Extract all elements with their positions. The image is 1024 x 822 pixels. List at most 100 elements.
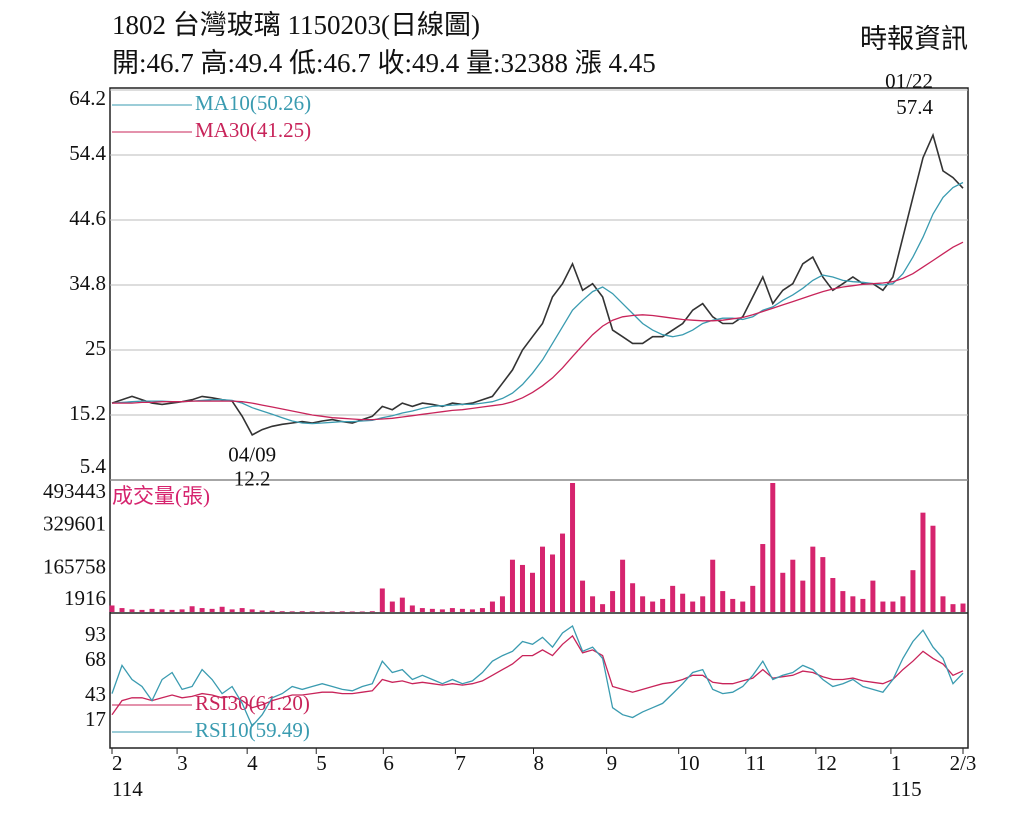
volume-bar [860,598,866,612]
annotation-value: 12.2 [234,467,271,491]
legend-label: RSI10(59.49) [195,718,310,742]
volume-bar [269,610,275,612]
y-tick-label: 493443 [43,479,106,503]
y-tick-label: 15.2 [69,401,106,425]
volume-bar [139,609,145,612]
y-tick-label: 44.6 [69,206,106,230]
y-tick-label: 93 [85,622,106,646]
x-tick-label: 4 [247,751,258,775]
volume-bar [299,611,305,612]
volume-bar [149,608,155,612]
volume-bar [519,564,525,612]
series-line [111,624,964,728]
volume-bar [550,554,556,612]
year-label: 114 [112,777,143,801]
series-line [112,241,964,421]
volume-bar [119,608,125,612]
volume-bar [389,601,395,612]
volume-bar [880,601,886,612]
volume-bar [429,608,435,612]
volume-bar [259,610,265,612]
volume-bar [449,608,455,612]
x-tick-label: 10 [679,751,700,775]
volume-bar [279,611,285,612]
summary: 開:46.7 高:49.4 低:46.7 收:49.4 量:32388 漲 4.… [112,48,656,78]
volume-bar [419,608,425,612]
y-tick-label: 5.4 [80,454,107,478]
y-tick-label: 17 [85,707,106,731]
volume-bar [790,559,796,612]
volume-bar [189,606,195,612]
volume-bar [469,609,475,612]
series-line [111,634,964,716]
volume-bar [830,578,836,612]
volume-bar [670,585,676,612]
volume-bar [109,605,115,612]
volume-bar [690,601,696,612]
volume-bar [209,608,215,612]
volume-bar [179,609,185,612]
volume-bar [850,596,856,612]
volume-bar [800,580,806,612]
volume-bar [680,593,686,612]
volume-bar [409,605,415,612]
volume-bar [570,483,576,612]
volume-bar [249,609,255,612]
y-tick-label: 68 [85,647,106,671]
volume-bar [780,572,786,612]
frame [109,87,969,749]
volume-bar [920,512,926,612]
volume-bar [309,611,315,612]
volume-bar [219,606,225,612]
legend-label: MA30(41.25) [195,118,311,142]
volume-bar [610,591,616,612]
volume-bar [900,596,906,612]
x-tick-label: 3 [177,751,188,775]
volume-bar [870,580,876,612]
x-tick-label: 7 [455,751,466,775]
volume-bar [590,596,596,612]
volume-bar [700,596,706,612]
x-tick-label: 8 [533,751,544,775]
volume-bar [930,525,936,612]
volume-bar [620,559,626,612]
annotation-date: 04/09 [228,443,276,467]
x-tick-label: 5 [316,751,327,775]
volume-bar [580,580,586,612]
volume-bar [960,603,966,612]
volume-bar [399,597,405,612]
volume-bar [169,609,175,612]
volume-bar [479,608,485,612]
chart-title: 1802 台灣玻璃 1150203(日線圖) [112,10,480,40]
legend-label: RSI30(61.20) [195,691,310,715]
x-tick-label: 11 [746,751,766,775]
volume-bar [890,601,896,612]
volume-bar [540,546,546,612]
volume-bar [820,557,826,612]
volume-bar [529,572,535,612]
volume-bar [910,570,916,612]
x-tick-label: 12 [816,751,837,775]
volume-bar [600,604,606,612]
volume-bar [840,591,846,612]
y-tick-label: 54.4 [69,141,106,165]
series-line [111,132,964,436]
volume-bar [660,598,666,612]
volume-bar [509,559,515,612]
y-tick-label: 329601 [43,512,106,536]
y-tick-label: 165758 [43,554,106,578]
x-tick-label: 9 [607,751,618,775]
volume-bar [439,609,445,612]
volume-bar [229,609,235,612]
volume-bar [319,611,325,612]
y-tick-label: 43 [85,682,106,706]
volume-bar [359,611,365,612]
legend-label: MA10(50.26) [195,91,311,115]
volume-bar [239,608,245,612]
annotation-date: 01/22 [885,69,933,93]
source: 時報資訊 [860,24,968,54]
volume-bar [650,601,656,612]
volume-bar [129,609,135,612]
volume-bar [349,611,355,612]
